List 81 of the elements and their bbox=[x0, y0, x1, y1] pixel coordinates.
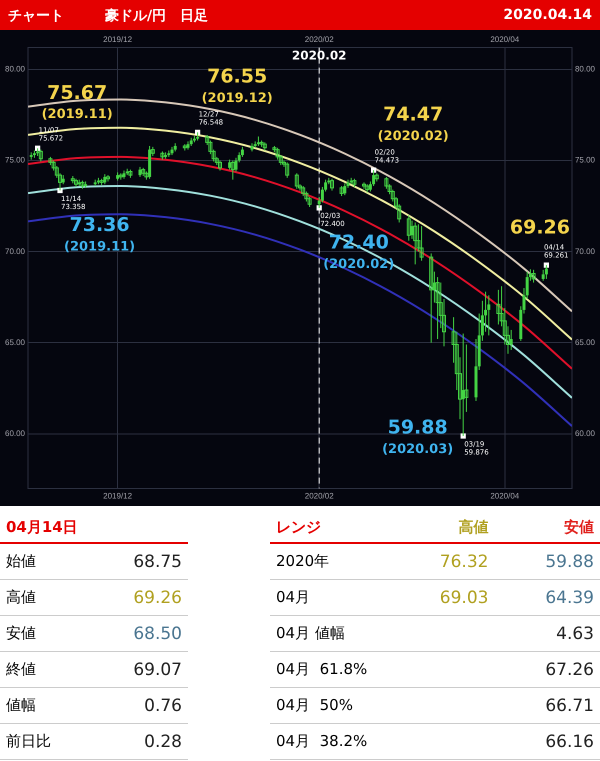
data-label: 64.39 bbox=[544, 588, 595, 608]
category-label: 04月 61.8% bbox=[275, 660, 368, 679]
candlestick bbox=[532, 269, 536, 284]
y2-tick-label: 70.00 bbox=[574, 246, 596, 256]
candlestick bbox=[230, 160, 235, 180]
x-tick-label: 2020/04 bbox=[490, 491, 520, 500]
annotation: 74.47 (2020.02) bbox=[378, 104, 449, 144]
y-tick-label: 65.00 bbox=[4, 338, 26, 347]
x-tick-label: 2020/02 bbox=[304, 491, 334, 500]
text: 2019/12 bbox=[103, 35, 132, 44]
y2-tick-label: 60.00 bbox=[574, 428, 596, 438]
chart-title: 豪ドル/円 日足 bbox=[105, 7, 208, 25]
candlestick bbox=[285, 162, 290, 178]
category-label: 値幅 bbox=[5, 696, 37, 715]
legend-label: 高値 bbox=[457, 518, 490, 536]
y2-tick-label: 80.00 bbox=[574, 64, 596, 74]
chart-subtitle: チャート bbox=[8, 7, 64, 25]
candlestick bbox=[462, 333, 465, 437]
y-tick-label: 60.00 bbox=[4, 428, 26, 438]
candlestick bbox=[294, 172, 299, 190]
candlestick bbox=[103, 174, 106, 185]
data-label: 0.76 bbox=[143, 696, 183, 716]
candlestick bbox=[542, 269, 545, 282]
point bbox=[35, 146, 40, 151]
candlestick bbox=[406, 214, 411, 242]
text: レンジ bbox=[275, 518, 322, 536]
category-label: 04月 bbox=[275, 588, 312, 607]
point bbox=[460, 433, 466, 439]
category-label: 04月 値幅 bbox=[275, 624, 346, 643]
data-label: 76.32 bbox=[438, 552, 490, 572]
data-label: 4.63 bbox=[555, 624, 595, 644]
text: 04月14日 bbox=[5, 518, 79, 536]
category-label: 高値 bbox=[5, 588, 37, 607]
candlestick bbox=[420, 226, 424, 262]
candlestick bbox=[38, 149, 43, 162]
candlestick bbox=[496, 289, 500, 325]
data-label: 69.03 bbox=[438, 588, 490, 608]
text: 2020.04.14 bbox=[503, 7, 592, 23]
legend-label: 安値 bbox=[563, 518, 595, 536]
point bbox=[194, 130, 200, 135]
candlestick bbox=[487, 294, 490, 336]
candlestick bbox=[510, 329, 513, 350]
candlestick bbox=[330, 178, 334, 192]
data-label: 0.28 bbox=[143, 732, 183, 752]
annotation: 59.88 (2020.03) bbox=[382, 416, 454, 457]
candlestick bbox=[343, 182, 346, 196]
data-label: 66.71 bbox=[544, 696, 595, 716]
line-series bbox=[28, 126, 572, 341]
y2-tick-label: 75.00 bbox=[574, 156, 596, 165]
annotation: 73.36 (2019.11) bbox=[64, 214, 136, 254]
category-label: 終値 bbox=[5, 660, 37, 679]
data-label: 67.26 bbox=[544, 660, 595, 680]
data-label: 68.50 bbox=[132, 624, 183, 644]
y-tick-label: 75.00 bbox=[4, 156, 26, 165]
category-label: 前日比 bbox=[5, 732, 52, 751]
category-label: 2020年 bbox=[275, 552, 330, 571]
text: 2020/02 bbox=[304, 35, 334, 44]
y-tick-label: 70.00 bbox=[4, 246, 26, 256]
data-label: 69.07 bbox=[132, 660, 183, 680]
x-tick-label: 2019/12 bbox=[103, 491, 133, 500]
candlestick bbox=[429, 252, 434, 344]
category-label: 始値 bbox=[5, 552, 37, 571]
line-series bbox=[28, 156, 572, 370]
data-label: 66.16 bbox=[544, 732, 595, 752]
annotation: 76.55 (2019.12) bbox=[202, 66, 273, 106]
ref-line-label: 2020.02 bbox=[292, 48, 347, 63]
y2-tick-label: 65.00 bbox=[574, 338, 596, 347]
line-series bbox=[28, 185, 572, 399]
data-label: 68.75 bbox=[132, 552, 183, 572]
data-label: 59.88 bbox=[544, 552, 595, 572]
annotation: 69.26 bbox=[510, 216, 570, 239]
y-tick-label: 80.00 bbox=[4, 64, 26, 74]
candlestick bbox=[218, 160, 222, 172]
candlestick bbox=[413, 222, 418, 265]
category-label: 04月 38.2% bbox=[275, 732, 368, 751]
candlestick bbox=[340, 186, 344, 197]
text: 2020/04 bbox=[490, 35, 520, 44]
category-label: 安値 bbox=[5, 624, 37, 643]
category-label: 04月 50% bbox=[275, 696, 354, 715]
annotation: 75.67 (2019.11) bbox=[42, 82, 113, 122]
data-label: 69.26 bbox=[132, 588, 183, 608]
